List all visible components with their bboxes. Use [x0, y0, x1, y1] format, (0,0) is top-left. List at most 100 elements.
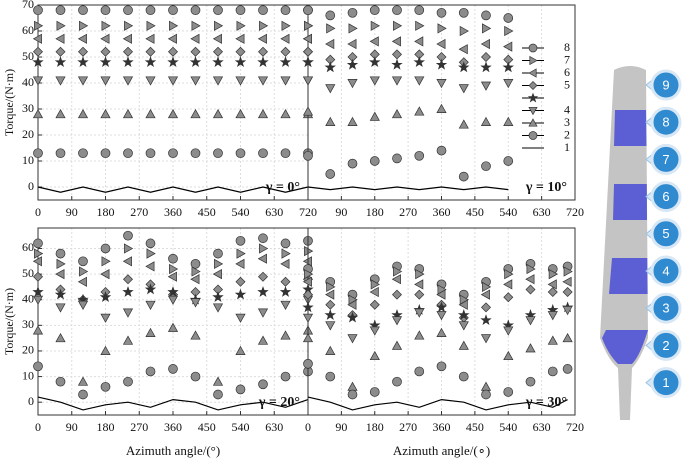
data-point: [391, 340, 403, 350]
y-axis-label: Torque/(N·m): [2, 288, 16, 355]
data-point: [167, 56, 179, 68]
label-circle: [650, 69, 682, 101]
data-point: [392, 5, 402, 16]
data-point: [326, 23, 336, 34]
blade-label: 9: [662, 77, 669, 92]
data-point: [393, 266, 403, 277]
data-point: [258, 233, 268, 244]
data-point: [100, 148, 111, 159]
x-tick-label: 90: [335, 420, 347, 434]
blade-label: 8: [662, 115, 669, 130]
data-point: [77, 76, 89, 86]
data-point: [100, 313, 111, 323]
blade-label: 1: [662, 375, 669, 390]
data-point: [168, 253, 178, 264]
data-point: [280, 33, 290, 44]
data-point: [347, 389, 358, 400]
data-point: [458, 371, 469, 382]
data-point: [212, 269, 222, 280]
data-point: [482, 23, 492, 34]
data-point: [279, 286, 292, 297]
x-tick-label: 540: [499, 205, 517, 219]
data-point: [281, 248, 291, 259]
data-point: [369, 156, 380, 166]
data-point: [548, 269, 559, 280]
data-point: [258, 46, 268, 57]
data-point: [369, 350, 380, 361]
data-point: [259, 20, 269, 31]
data-point: [325, 299, 336, 310]
data-point: [99, 56, 112, 68]
data-point: [236, 248, 246, 259]
plot-frame: [307, 4, 576, 201]
data-point: [122, 286, 134, 297]
data-point: [391, 108, 403, 119]
legend-marker: [529, 55, 538, 66]
x-tick-label: 360: [433, 205, 451, 219]
data-point: [302, 276, 312, 287]
data-point: [168, 364, 178, 374]
data-point: [32, 76, 44, 86]
series-line: [37, 396, 309, 411]
legend-marker: [528, 106, 538, 116]
data-point: [503, 13, 514, 23]
data-point: [369, 76, 380, 86]
data-point: [55, 269, 65, 280]
data-point: [414, 330, 425, 340]
data-point: [302, 56, 314, 68]
data-point: [369, 111, 380, 121]
data-point: [280, 371, 291, 382]
y-tick-label: 50: [22, 49, 34, 63]
data-point: [369, 387, 380, 397]
data-point: [124, 20, 134, 31]
data-point: [369, 299, 380, 310]
y-tick-label: 0: [28, 394, 34, 408]
data-point: [77, 108, 89, 119]
data-point: [280, 108, 291, 119]
data-point: [480, 334, 492, 344]
data-point: [503, 350, 514, 361]
x-tick-label: 450: [198, 205, 216, 219]
y-tick-label: 60: [22, 23, 34, 37]
data-point: [480, 314, 492, 326]
data-point: [302, 33, 312, 44]
data-point: [235, 235, 246, 246]
data-point: [100, 381, 111, 392]
data-point: [167, 286, 179, 297]
data-point: [100, 345, 111, 355]
data-point: [100, 269, 110, 280]
x-tick-label: 0: [35, 205, 41, 219]
data-point: [547, 335, 558, 345]
data-point: [480, 81, 492, 91]
data-point: [191, 20, 201, 31]
data-point: [502, 61, 515, 73]
data-point: [32, 108, 44, 119]
data-point: [302, 313, 314, 323]
data-point: [415, 20, 425, 31]
data-point: [258, 271, 268, 282]
legend-label: 1: [564, 140, 570, 154]
x-tick-label: 360: [433, 420, 451, 434]
data-point: [190, 33, 200, 44]
x-tick-label: 450: [466, 205, 484, 219]
data-point: [77, 276, 87, 287]
data-point: [123, 376, 133, 387]
data-point: [235, 5, 246, 16]
data-point: [547, 311, 558, 321]
data-point: [280, 5, 291, 16]
data-point: [436, 103, 447, 113]
data-point: [302, 332, 314, 343]
data-point: [325, 371, 336, 382]
data-point: [414, 289, 425, 300]
data-point: [212, 291, 224, 303]
legend-label: 7: [564, 52, 570, 66]
data-point: [190, 371, 201, 382]
x-tick-label: 270: [399, 205, 417, 219]
data-point: [526, 263, 536, 275]
data-point: [280, 276, 291, 287]
data-point: [325, 321, 336, 331]
data-point: [212, 303, 224, 313]
data-point: [78, 46, 88, 57]
data-point: [190, 76, 201, 86]
